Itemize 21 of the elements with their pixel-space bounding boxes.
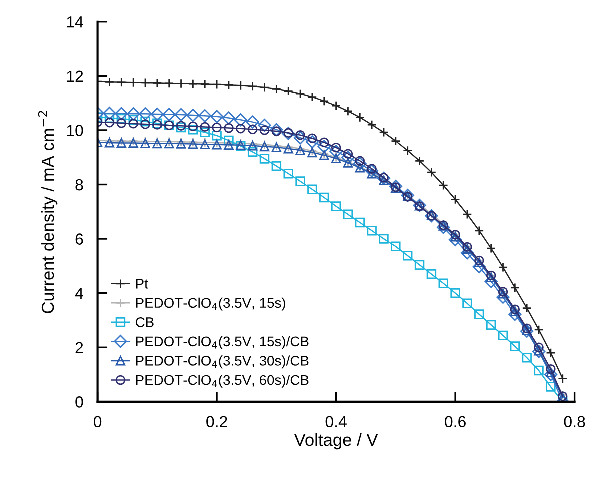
legend-label: PEDOT-ClO$_{4}$(3.5V, 30s)/CB: [136, 356, 309, 369]
x-tick-label: 0: [94, 416, 102, 428]
x-axis-title: Voltage / V: [294, 433, 378, 450]
x-tick-label: 0.2: [206, 416, 228, 428]
y-tick-label: 14: [67, 16, 84, 28]
y-tick-label: 8: [76, 179, 84, 191]
y-tick-label: 6: [76, 234, 84, 245]
y-tick-label: 2: [76, 342, 84, 354]
y-tick-label: 12: [67, 70, 84, 82]
x-tick-label: 0.6: [445, 416, 466, 428]
y-axis-title: Current density / mA cm$^{−2}$: [38, 111, 58, 314]
y-tick-label: 10: [67, 125, 84, 136]
legend-label: PEDOT-ClO$_{4}$(3.5V, 15s)/CB: [136, 336, 309, 350]
y-tick-label: 4: [75, 288, 84, 300]
y-tick-label: 0: [76, 396, 84, 408]
legend-label: Pt: [136, 279, 148, 289]
legend-label: PEDOT-ClO$_{4}$(3.5V, 15s): [136, 298, 286, 311]
legend-label: CB: [136, 318, 154, 328]
x-tick-label: 0.4: [326, 416, 347, 428]
legend-label: PEDOT-ClO$_{4}$(3.5V, 60s)/CB: [136, 374, 309, 388]
x-tick-label: 0.8: [564, 416, 586, 428]
